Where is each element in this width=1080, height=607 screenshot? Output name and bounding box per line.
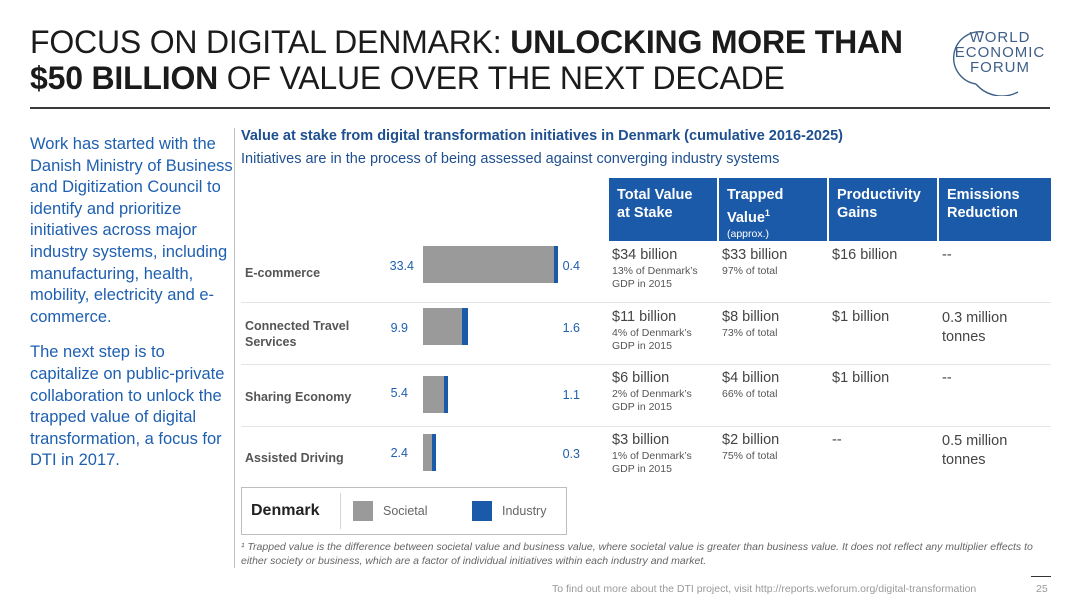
total-value-sub: 1% of Denmark’s GDP in 2015 bbox=[612, 450, 692, 475]
legend-title: Denmark bbox=[251, 502, 320, 519]
total-value-sub: 13% of Denmark’s GDP in 2015 bbox=[612, 265, 698, 290]
trapped-value-sub: 75% of total bbox=[722, 450, 778, 462]
header-emissions: Emissions Reduction bbox=[939, 178, 1051, 241]
productivity-value: $16 billion bbox=[832, 247, 898, 263]
row-label-assisted-driving: Assisted Driving bbox=[245, 451, 344, 465]
header-trapped-value-label: Trapped Value bbox=[727, 187, 784, 226]
societal-value-label: 9.9 bbox=[390, 321, 408, 335]
legend-swatch-industry bbox=[472, 501, 492, 521]
logo-line-3: FORUM bbox=[970, 59, 1030, 76]
footer-text: To find out more about the DTI project, … bbox=[552, 583, 977, 595]
page-number-rule bbox=[1031, 576, 1051, 577]
left-paragraph-2: The next step is to capitalize on public… bbox=[30, 343, 225, 470]
bar-societal-assisted-driving bbox=[423, 434, 433, 471]
title-part-3: OF VALUE OVER THE NEXT DECADE bbox=[218, 60, 785, 96]
emissions-value: -- bbox=[942, 370, 952, 386]
row-separator bbox=[241, 302, 1051, 303]
industry-value-label: 0.4 bbox=[562, 259, 580, 273]
wef-logo: WORLD ECONOMIC FORUM bbox=[946, 26, 1054, 96]
total-value-sub: 4% of Denmark’s GDP in 2015 bbox=[612, 327, 692, 352]
row-label-sharing-economy: Sharing Economy bbox=[245, 390, 352, 404]
header-emissions-label: Emissions Reduction bbox=[947, 187, 1020, 221]
emissions-value: -- bbox=[942, 247, 952, 263]
bar-societal-sharing-economy bbox=[423, 376, 445, 413]
bar-industry-assisted-driving bbox=[432, 434, 437, 471]
legend-label-societal: Societal bbox=[383, 504, 428, 518]
legend-swatch-societal bbox=[353, 501, 373, 521]
page-number: 25 bbox=[1036, 583, 1048, 595]
trapped-value-main: $4 billion bbox=[722, 370, 780, 386]
trapped-value-main: $33 billion bbox=[722, 247, 788, 263]
row-separator bbox=[241, 426, 1051, 427]
emissions-value: 0.3 million tonnes bbox=[942, 310, 1008, 345]
footnote: ¹ Trapped value is the difference betwee… bbox=[241, 541, 1033, 567]
bar-industry-e-commerce bbox=[554, 246, 558, 283]
header-trapped-note: (approx.) bbox=[727, 227, 770, 240]
logo-line-2: ECONOMIC bbox=[954, 44, 1046, 61]
total-value-sub: 2% of Denmark’s GDP in 2015 bbox=[612, 388, 692, 413]
trapped-value-sub: 73% of total bbox=[722, 327, 778, 339]
header-trapped-value: Trapped Value1 (approx.) bbox=[719, 178, 827, 241]
trapped-value-main: $8 billion bbox=[722, 309, 780, 325]
title-part-1: FOCUS ON DIGITAL DENMARK: bbox=[30, 24, 511, 60]
emissions-value: 0.5 million tonnes bbox=[942, 433, 1008, 468]
legend bbox=[241, 487, 567, 535]
bar-industry-sharing-economy bbox=[444, 376, 449, 413]
legend-divider bbox=[340, 493, 341, 529]
header-total-value: Total Value at Stake bbox=[609, 178, 717, 241]
productivity-value: -- bbox=[832, 432, 842, 448]
header-productivity-label: Productivity Gains bbox=[837, 187, 921, 221]
column-divider bbox=[234, 128, 235, 568]
row-separator bbox=[241, 364, 1051, 365]
title-part-2: UNLOCKING MORE THAN $50 BILLION bbox=[30, 24, 903, 96]
legend-label-industry: Industry bbox=[502, 504, 547, 518]
total-value-main: $6 billion bbox=[612, 370, 670, 386]
left-column-text: Work has started with the Danish Ministr… bbox=[30, 134, 235, 472]
total-value-main: $34 billion bbox=[612, 247, 678, 263]
bar-industry-connected-travel bbox=[461, 308, 469, 345]
header-trapped-sup: 1 bbox=[764, 208, 770, 218]
page-title: FOCUS ON DIGITAL DENMARK: UNLOCKING MORE… bbox=[30, 24, 950, 96]
societal-value-label: 2.4 bbox=[390, 446, 408, 460]
productivity-value: $1 billion bbox=[832, 370, 890, 386]
chart-subtitle: Initiatives are in the process of being … bbox=[241, 151, 780, 167]
industry-value-label: 0.3 bbox=[562, 447, 580, 461]
societal-value-label: 33.4 bbox=[389, 259, 414, 273]
header-productivity: Productivity Gains bbox=[829, 178, 937, 241]
row-label-e-commerce: E-commerce bbox=[245, 266, 321, 280]
left-paragraph-1: Work has started with the Danish Ministr… bbox=[30, 135, 233, 326]
bar-societal-connected-travel bbox=[423, 308, 462, 345]
title-divider bbox=[30, 107, 1050, 109]
header-total-value-label: Total Value at Stake bbox=[617, 187, 693, 221]
trapped-value-main: $2 billion bbox=[722, 432, 780, 448]
bar-societal-e-commerce bbox=[423, 246, 554, 283]
chart-title: Value at stake from digital transformati… bbox=[241, 128, 843, 144]
industry-value-label: 1.1 bbox=[562, 388, 580, 402]
productivity-value: $1 billion bbox=[832, 309, 890, 325]
total-value-main: $11 billion bbox=[612, 309, 677, 325]
industry-value-label: 1.6 bbox=[562, 321, 580, 335]
row-label-connected-travel: Connected Travel Services bbox=[245, 319, 350, 349]
logo-line-1: WORLD bbox=[969, 29, 1031, 46]
societal-value-label: 5.4 bbox=[390, 386, 408, 400]
trapped-value-sub: 97% of total bbox=[722, 265, 778, 277]
total-value-main: $3 billion bbox=[612, 432, 670, 448]
logo-arc-icon bbox=[952, 30, 1019, 96]
trapped-value-sub: 66% of total bbox=[722, 388, 778, 400]
